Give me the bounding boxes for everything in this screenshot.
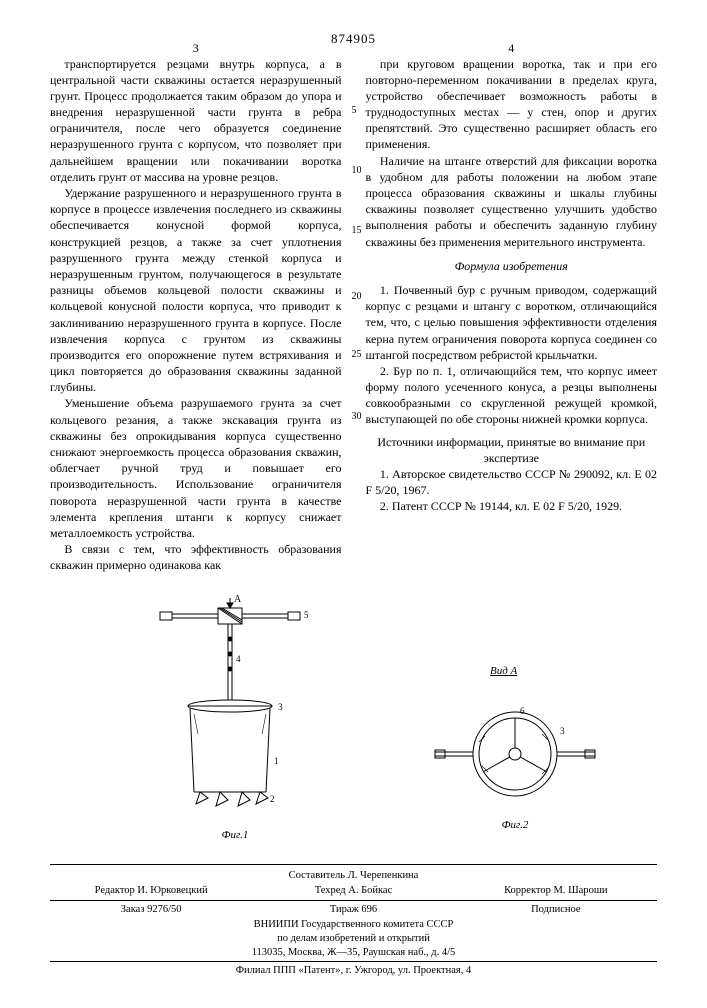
left-column: 3 транспортируется резцами внутрь корпус… [50, 56, 342, 574]
org-line-1: ВНИИПИ Государственного комитета СССР [50, 918, 657, 932]
callout-4: 4 [236, 654, 241, 664]
org-line-2: по делам изобретений и открытий [50, 932, 657, 946]
address-line: 113035, Москва, Ж—35, Раушская наб., д. … [50, 946, 657, 960]
body-paragraph: Удержание разрушенного и неразрушенного … [50, 185, 342, 395]
two-column-body: 3 транспортируется резцами внутрь корпус… [50, 56, 657, 574]
body-paragraph: Уменьшение объема разрушаемого грунта за… [50, 395, 342, 541]
figure-2: 3 6 Фиг.2 [430, 704, 600, 833]
callout-a: А [234, 594, 242, 605]
callout-3: 3 [560, 726, 565, 736]
claim-paragraph: 2. Бур по п. 1, отличающийся тем, что ко… [366, 363, 658, 428]
patent-number: 874905 [50, 30, 657, 48]
tirazh-count: Тираж 696 [252, 903, 454, 917]
line-mark: 15 [352, 224, 362, 238]
subscription-label: Подписное [455, 903, 657, 917]
formula-title: Формула изобретения [366, 258, 658, 274]
order-number: Заказ 9276/50 [50, 903, 252, 917]
callout-3: 3 [278, 702, 283, 712]
imprint-footer: Составитель Л. Черепенкина Редактор И. Ю… [50, 864, 657, 978]
callout-2: 2 [270, 794, 275, 804]
corrector-credit: Корректор М. Шароши [455, 884, 657, 898]
figure-2-svg: 3 6 [430, 704, 600, 814]
editor-credit: Редактор И. Юрковецкий [50, 884, 252, 898]
line-mark: 5 [352, 104, 357, 118]
figure-1: А 5 4 3 1 2 Фиг.1 [150, 594, 320, 843]
compiler-line: Составитель Л. Черепенкина [50, 869, 657, 883]
view-a-label: Вид А [490, 664, 517, 679]
tech-credit: Техред А. Бойкас [252, 884, 454, 898]
body-paragraph: В связи с тем, что эффективность образов… [50, 541, 342, 573]
line-mark: 20 [352, 290, 362, 304]
left-col-number: 3 [193, 40, 199, 56]
line-mark: 30 [352, 410, 362, 424]
callout-5: 5 [304, 610, 309, 620]
callout-6: 6 [520, 706, 525, 716]
figure-1-svg: А 5 4 3 1 2 [150, 594, 320, 824]
source-reference: 2. Патент СССР № 19144, кл. E 02 F 5/20,… [366, 498, 658, 514]
callout-1: 1 [274, 756, 279, 766]
figure-1-label: Фиг.1 [150, 828, 320, 843]
body-paragraph: транспортируется резцами внутрь корпуса,… [50, 56, 342, 186]
claim-paragraph: 1. Почвенный бур с ручным приводом, соде… [366, 282, 658, 363]
line-mark: 25 [352, 348, 362, 362]
right-col-number: 4 [508, 40, 514, 56]
source-reference: 1. Авторское свидетельство СССР № 290092… [366, 466, 658, 498]
branch-line: Филиал ППП «Патент», г. Ужгород, ул. Про… [50, 964, 657, 978]
figures-area: А 5 4 3 1 2 Фиг.1 Вид А [50, 594, 657, 854]
line-mark: 10 [352, 164, 362, 178]
sources-title: Источники информации, принятые во вниман… [366, 434, 658, 466]
right-column: 4 5 10 15 20 25 30 при круговом вращении… [366, 56, 658, 574]
body-paragraph: при круговом вращении воротка, так и при… [366, 56, 658, 153]
body-paragraph: Наличие на штанге отверстий для фиксации… [366, 153, 658, 250]
figure-2-label: Фиг.2 [430, 818, 600, 833]
